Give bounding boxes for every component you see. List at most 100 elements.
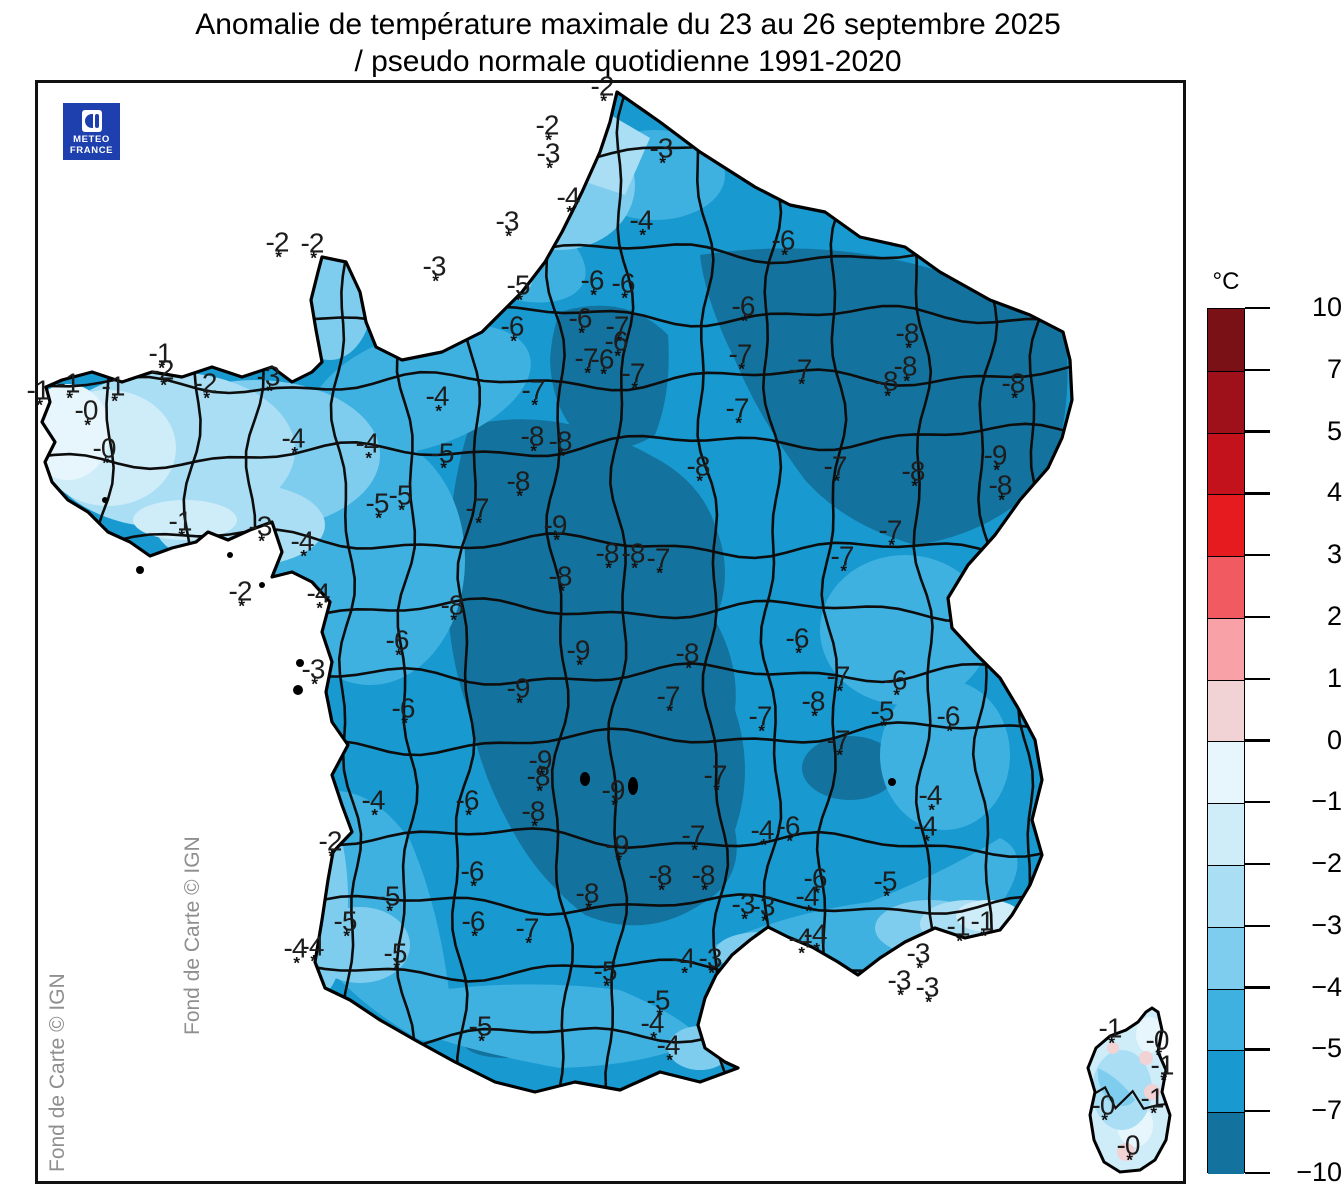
border-line [604,92,635,1092]
anomaly-label: -3 * [301,653,326,694]
mainland-coastline [40,90,1074,1094]
anomaly-label: -6 * [883,664,908,705]
anomaly-label: -8 * [801,685,826,726]
anomaly-label: -8 * [988,469,1013,510]
anomaly-label: -6 * [803,862,828,903]
colorbar-band [1208,679,1244,742]
colorbar-tick-label: 0 [1326,724,1342,755]
colorbar-tick-mark [1245,862,1270,866]
anomaly-label: -8 * [506,465,531,506]
colorbar-tick-label: 4 [1326,477,1342,508]
anomaly-label: -5 * [873,865,898,906]
anomaly-label: -1 * [101,370,126,411]
anomaly-label: -4 * [355,427,380,468]
colorbar-tick-mark [1245,739,1270,742]
colorbar-tick-mark [1245,1048,1270,1051]
colorbar-tick-label: 3 [1326,539,1342,570]
anomaly-label: -4 * [283,932,308,973]
anomaly-label: -5 * [388,479,413,520]
anomaly-label: -3 * [536,137,561,178]
anomaly-label: -5 * [593,955,618,996]
anomaly-label: -5 * [365,487,390,528]
anomaly-label: -1 * [1150,1049,1175,1090]
colorbar-tick-mark [1245,986,1270,989]
colorbar-tick-mark [1245,492,1270,495]
anomaly-label: -8 * [874,365,899,406]
anomaly-label: -4 * [803,918,828,959]
corsica-coastline [1086,1006,1172,1174]
anomaly-label: -3 * [422,250,447,291]
anomaly-label: -7 * [826,660,851,701]
border-line [815,92,852,1092]
colorbar-tick-label: 2 [1326,600,1342,631]
anomaly-label: -8 * [621,537,646,578]
colorbar-tick-mark [1245,1110,1270,1113]
anomaly-label: -8 * [691,859,716,900]
border-line [687,92,736,1092]
anomaly-label: -3 * [887,964,912,1005]
anomaly-label: -7 * [830,540,855,581]
anomaly-label: -3 * [906,937,931,978]
anomaly-label: -8 * [686,450,711,491]
colorbar-band [1208,494,1244,557]
anomaly-label: -8 * [675,637,700,678]
colorbar-tick-label: 10 [1311,292,1342,322]
anomaly-label: -7 * [574,342,599,383]
anomaly-label: -6 * [500,310,525,351]
anomaly-label: -4 * [918,779,943,820]
anomaly-label: -8 * [648,859,673,900]
anomaly-label: -6 * [611,267,636,308]
anomaly-label: -4 * [425,380,450,421]
meteo-france-logo-icon [81,110,102,132]
anomaly-label: -3 * [698,942,723,983]
anomaly-label: -8 * [893,350,918,391]
anomaly-label: -5 * [646,984,671,1025]
anomaly-label: -8 * [548,425,573,466]
anomaly-label: -5 * [333,905,358,946]
meteo-france-logo-text: METEO FRANCE [69,134,114,156]
title-line-1: Anomalie de température maximale du 23 a… [195,8,1061,41]
anomaly-label: -1 * [946,910,971,951]
anomaly-label: -0 * [1116,1129,1141,1170]
meteo-france-logo: METEO FRANCE [63,103,120,160]
colorbar [1207,308,1245,1174]
anomaly-label: -5 * [383,937,408,978]
anomaly-label: -6 * [460,855,485,896]
anomaly-label: -7 * [515,912,540,953]
anomaly-label: -3 * [256,360,281,401]
anomaly-label: -7 * [656,680,681,721]
colorbar-tick-mark [1245,553,1270,557]
colorbar-unit-label: °C [1212,268,1240,295]
anomaly-label: -7 * [826,724,851,765]
colorbar-band [1208,926,1244,989]
anomaly-label: -6 * [590,343,615,384]
anomaly-label: -8 * [1001,367,1026,408]
anomaly-label: -4 * [671,942,696,983]
anomaly-label: -1 * [148,337,173,378]
colorbar-band [1208,617,1244,680]
colorbar-tick-label: −4 [1311,971,1342,1002]
corsica-border-line [1088,1085,1170,1111]
anomaly-label: -4 * [788,922,813,963]
anomaly-label: -4 * [656,1029,681,1070]
colorbar-band [1208,1050,1244,1113]
anomaly-label: -1 * [1098,1012,1123,1053]
anomaly-label: -7 * [605,310,630,351]
anomaly-label: -9 * [601,774,626,815]
colorbar-tick-mark [1245,1171,1270,1175]
colorbar-band [1208,865,1244,927]
anomaly-label: -7 * [725,392,750,433]
colorbar-tick-mark [1245,615,1270,619]
anomaly-label: -0 * [1145,1024,1170,1065]
anomaly-label: -4 * [300,930,325,971]
anomaly-label: -4 * [750,814,775,855]
anomaly-label: -7 * [465,492,490,533]
anomaly-label: -6 * [604,325,629,366]
anomaly-label: -8 * [440,589,465,630]
anomaly-label: -6 * [776,810,801,851]
anomaly-label: -6 * [785,622,810,663]
anomaly-label: -6 * [771,224,796,265]
border-line [42,422,1072,471]
anomaly-label: -8 * [901,455,926,496]
anomaly-label: -7 * [621,357,646,398]
